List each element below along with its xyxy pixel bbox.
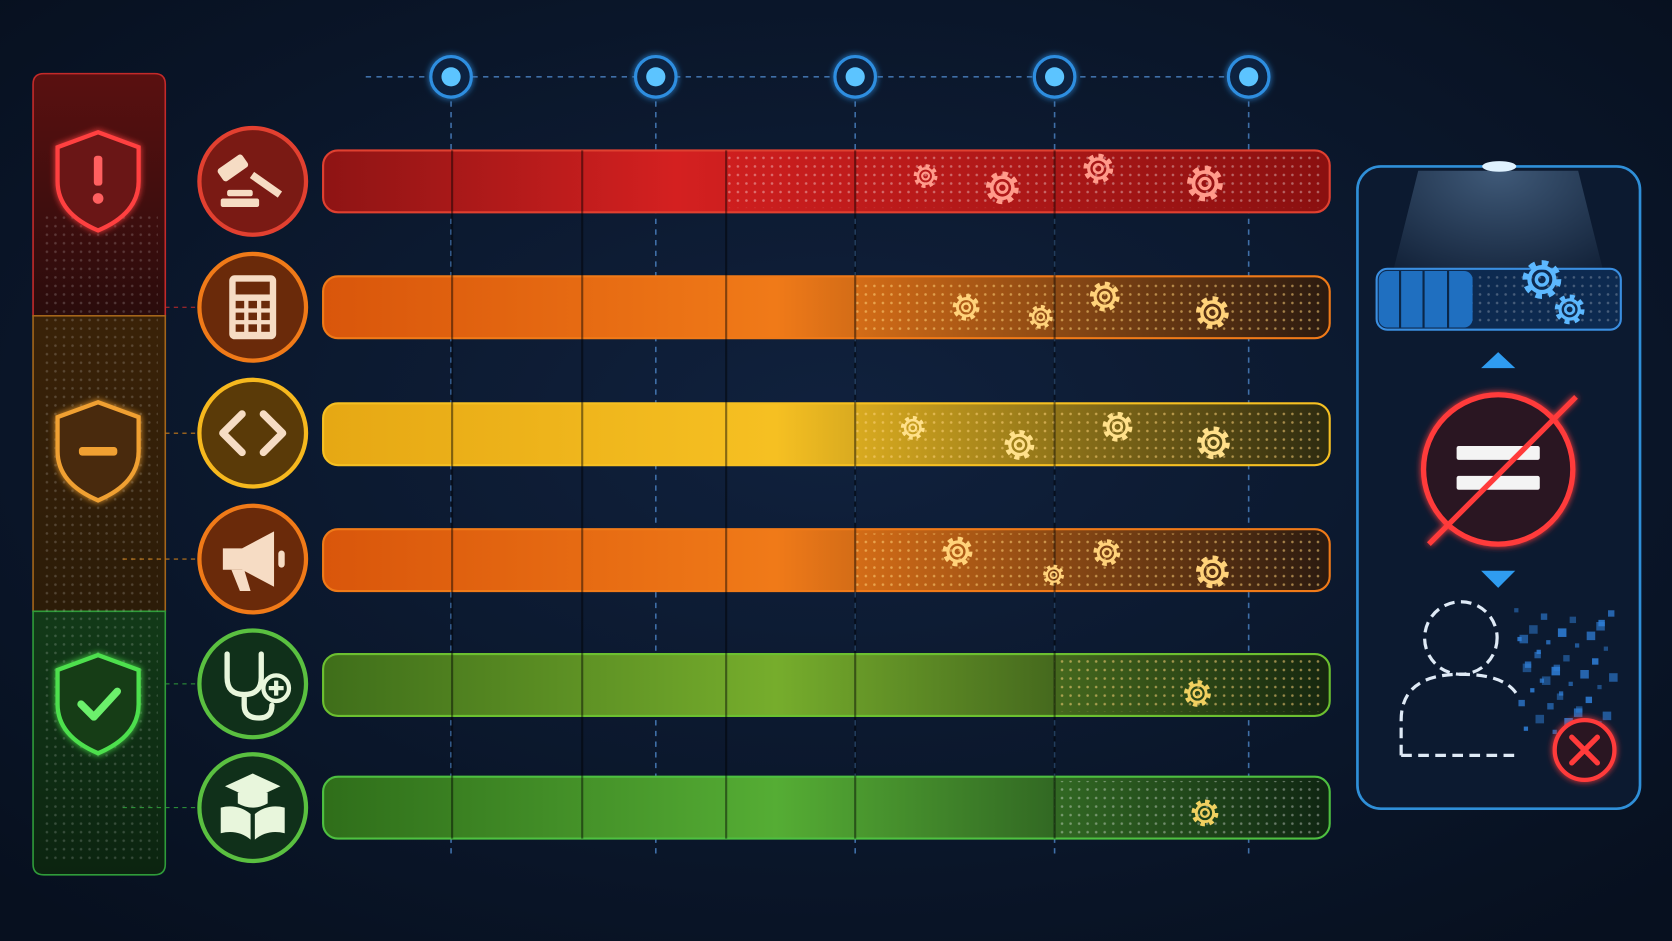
pixel (1530, 688, 1535, 693)
bar-red (322, 149, 1331, 214)
shield-high (55, 130, 141, 233)
bar-green-2 (322, 775, 1331, 840)
pixel (1603, 646, 1609, 651)
icon-legal (197, 125, 309, 237)
pixel (1514, 608, 1519, 613)
pixel (1541, 676, 1551, 685)
pixel (1574, 643, 1580, 648)
pixel (1585, 696, 1593, 704)
pixel (1547, 703, 1554, 710)
pixel (1608, 610, 1615, 617)
pixel (1522, 663, 1532, 673)
bar-orange (322, 275, 1331, 340)
pixel (1597, 684, 1602, 690)
bar-dividers (451, 150, 1056, 839)
icon-finance (197, 251, 309, 363)
bar-yellow (322, 402, 1331, 467)
bars (322, 149, 1331, 840)
pixel (1580, 670, 1589, 679)
icon-education (197, 752, 309, 864)
timeline-nodes (429, 54, 1271, 99)
bar-orange-2 (322, 528, 1331, 593)
pixel (1546, 640, 1551, 645)
pixel (1609, 673, 1618, 682)
pixel (1568, 681, 1573, 687)
pixel (1602, 711, 1612, 721)
pixel (1564, 718, 1573, 727)
pixel (1563, 655, 1570, 662)
pixel (1518, 699, 1525, 707)
pixel (1586, 631, 1596, 641)
icon-marketing (197, 503, 309, 615)
side-panel (1356, 161, 1642, 811)
pixel (1552, 729, 1557, 735)
pixel (1592, 658, 1599, 665)
pixel (1569, 616, 1577, 624)
icon-code (197, 377, 309, 489)
pixel (1556, 693, 1564, 700)
icon-health (197, 628, 309, 740)
pixel (1540, 613, 1548, 620)
shield-medium (55, 399, 141, 503)
pixel (1523, 726, 1529, 731)
pixel (1573, 708, 1583, 717)
pixel (1534, 651, 1541, 659)
timeline (365, 76, 1269, 854)
pixel (1529, 625, 1538, 634)
pixel (1519, 634, 1529, 644)
shield-low (55, 652, 141, 756)
pixel (1551, 666, 1561, 676)
bar-green (322, 652, 1331, 717)
pixel (1535, 714, 1545, 724)
pixel (1596, 621, 1605, 631)
pixel (1557, 628, 1567, 637)
pixel (1517, 636, 1522, 642)
pixel (1539, 678, 1545, 683)
